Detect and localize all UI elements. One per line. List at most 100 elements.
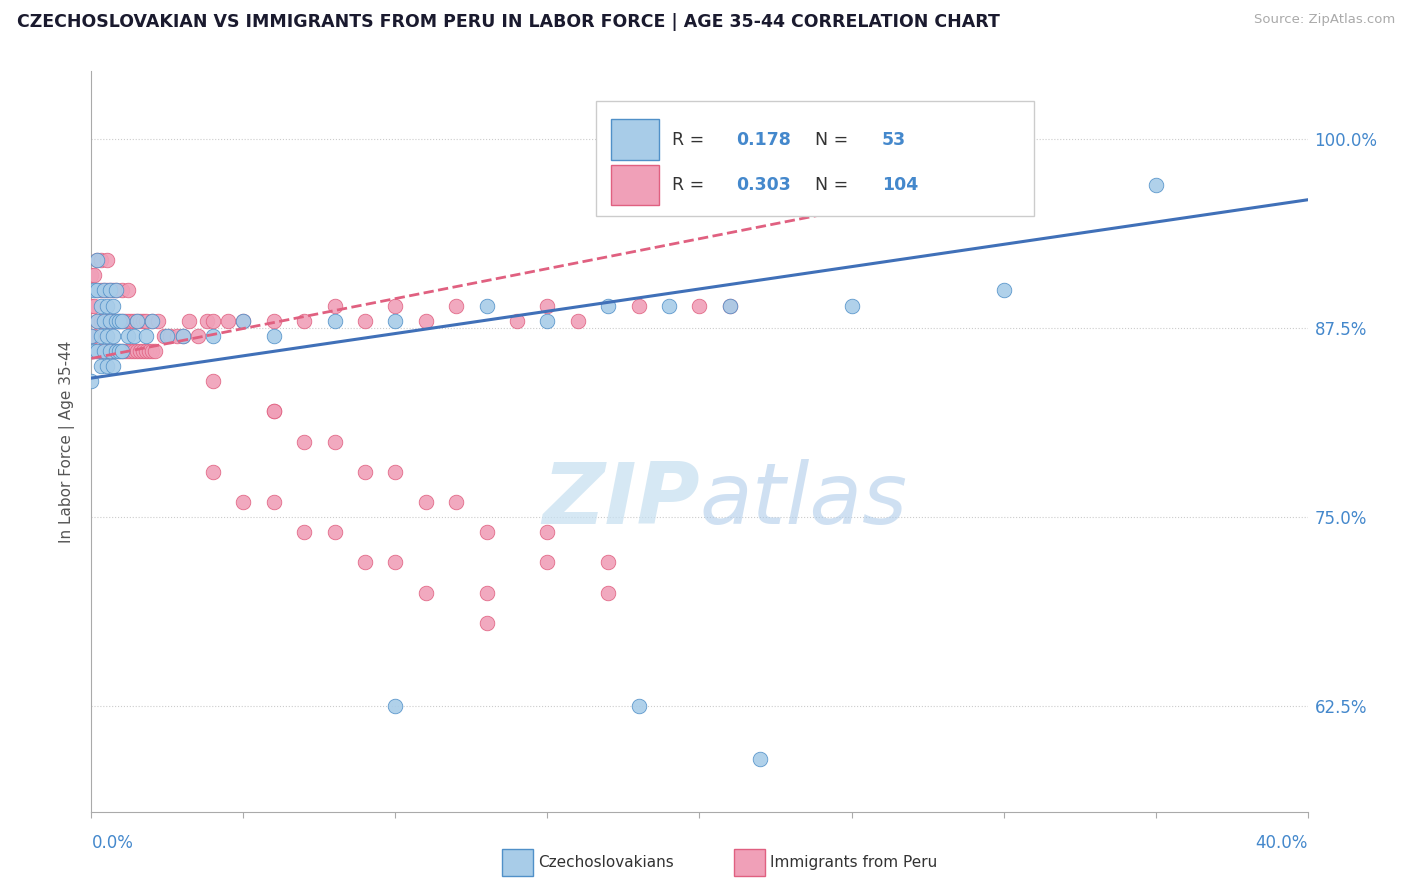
- Point: [111, 343, 134, 358]
- Point: [263, 328, 285, 343]
- Point: [475, 585, 498, 599]
- Point: [148, 313, 170, 327]
- Point: [80, 328, 103, 343]
- Point: [117, 284, 139, 298]
- Point: [263, 313, 285, 327]
- Point: [96, 253, 118, 268]
- Point: [166, 328, 188, 343]
- Point: [93, 284, 115, 298]
- Point: [153, 328, 176, 343]
- Point: [120, 343, 142, 358]
- Point: [141, 313, 163, 327]
- Point: [202, 313, 225, 327]
- Point: [263, 404, 285, 418]
- Point: [104, 343, 127, 358]
- Point: [98, 284, 121, 298]
- Point: [89, 313, 111, 327]
- Point: [384, 299, 406, 313]
- Point: [107, 343, 129, 358]
- Point: [86, 253, 108, 268]
- Point: [125, 313, 148, 327]
- Point: [1144, 178, 1167, 192]
- Point: [841, 299, 863, 313]
- Point: [89, 253, 111, 268]
- Point: [111, 284, 134, 298]
- Point: [80, 328, 103, 343]
- Point: [111, 343, 134, 358]
- Point: [993, 284, 1015, 298]
- Point: [98, 343, 121, 358]
- Point: [98, 343, 121, 358]
- Point: [354, 465, 377, 479]
- FancyBboxPatch shape: [610, 165, 659, 205]
- Point: [129, 343, 152, 358]
- Text: N =: N =: [815, 131, 853, 149]
- Point: [101, 299, 124, 313]
- Point: [135, 328, 157, 343]
- Point: [101, 284, 124, 298]
- Point: [415, 495, 437, 509]
- Point: [658, 299, 681, 313]
- Text: Immigrants from Peru: Immigrants from Peru: [770, 855, 938, 870]
- Point: [104, 284, 127, 298]
- Point: [263, 495, 285, 509]
- Point: [104, 343, 127, 358]
- Point: [536, 299, 558, 313]
- Point: [323, 299, 346, 313]
- Point: [323, 313, 346, 327]
- FancyBboxPatch shape: [596, 101, 1033, 216]
- Point: [93, 343, 115, 358]
- Point: [141, 343, 163, 358]
- Point: [93, 343, 115, 358]
- Point: [101, 328, 124, 343]
- Point: [83, 299, 105, 313]
- FancyBboxPatch shape: [610, 120, 659, 161]
- Point: [598, 556, 620, 570]
- Point: [89, 343, 111, 358]
- Point: [567, 313, 589, 327]
- Point: [89, 328, 111, 343]
- Point: [202, 374, 225, 388]
- Point: [536, 525, 558, 540]
- Text: R =: R =: [672, 131, 709, 149]
- Point: [96, 328, 118, 343]
- Text: N =: N =: [815, 177, 853, 194]
- Point: [117, 343, 139, 358]
- Point: [83, 328, 105, 343]
- Point: [96, 359, 118, 373]
- Point: [114, 343, 136, 358]
- Point: [104, 313, 127, 327]
- Point: [125, 343, 148, 358]
- Point: [172, 328, 194, 343]
- Point: [89, 359, 111, 373]
- Text: 0.0%: 0.0%: [91, 834, 134, 852]
- Text: Czechoslovakians: Czechoslovakians: [538, 855, 675, 870]
- Point: [111, 313, 134, 327]
- Point: [135, 343, 157, 358]
- Point: [354, 313, 377, 327]
- Point: [323, 434, 346, 449]
- Point: [135, 313, 157, 327]
- Point: [96, 313, 118, 327]
- Point: [354, 556, 377, 570]
- Point: [217, 313, 239, 327]
- Point: [202, 465, 225, 479]
- Point: [172, 328, 194, 343]
- Point: [384, 313, 406, 327]
- Point: [86, 284, 108, 298]
- Text: 0.178: 0.178: [735, 131, 790, 149]
- Point: [718, 299, 741, 313]
- Point: [384, 465, 406, 479]
- Point: [536, 313, 558, 327]
- Point: [444, 299, 467, 313]
- Point: [117, 313, 139, 327]
- Point: [98, 313, 121, 327]
- Point: [86, 343, 108, 358]
- Point: [598, 585, 620, 599]
- Point: [80, 268, 103, 283]
- Point: [177, 313, 200, 327]
- Point: [232, 313, 254, 327]
- Point: [688, 299, 710, 313]
- Point: [749, 752, 772, 766]
- Point: [125, 313, 148, 327]
